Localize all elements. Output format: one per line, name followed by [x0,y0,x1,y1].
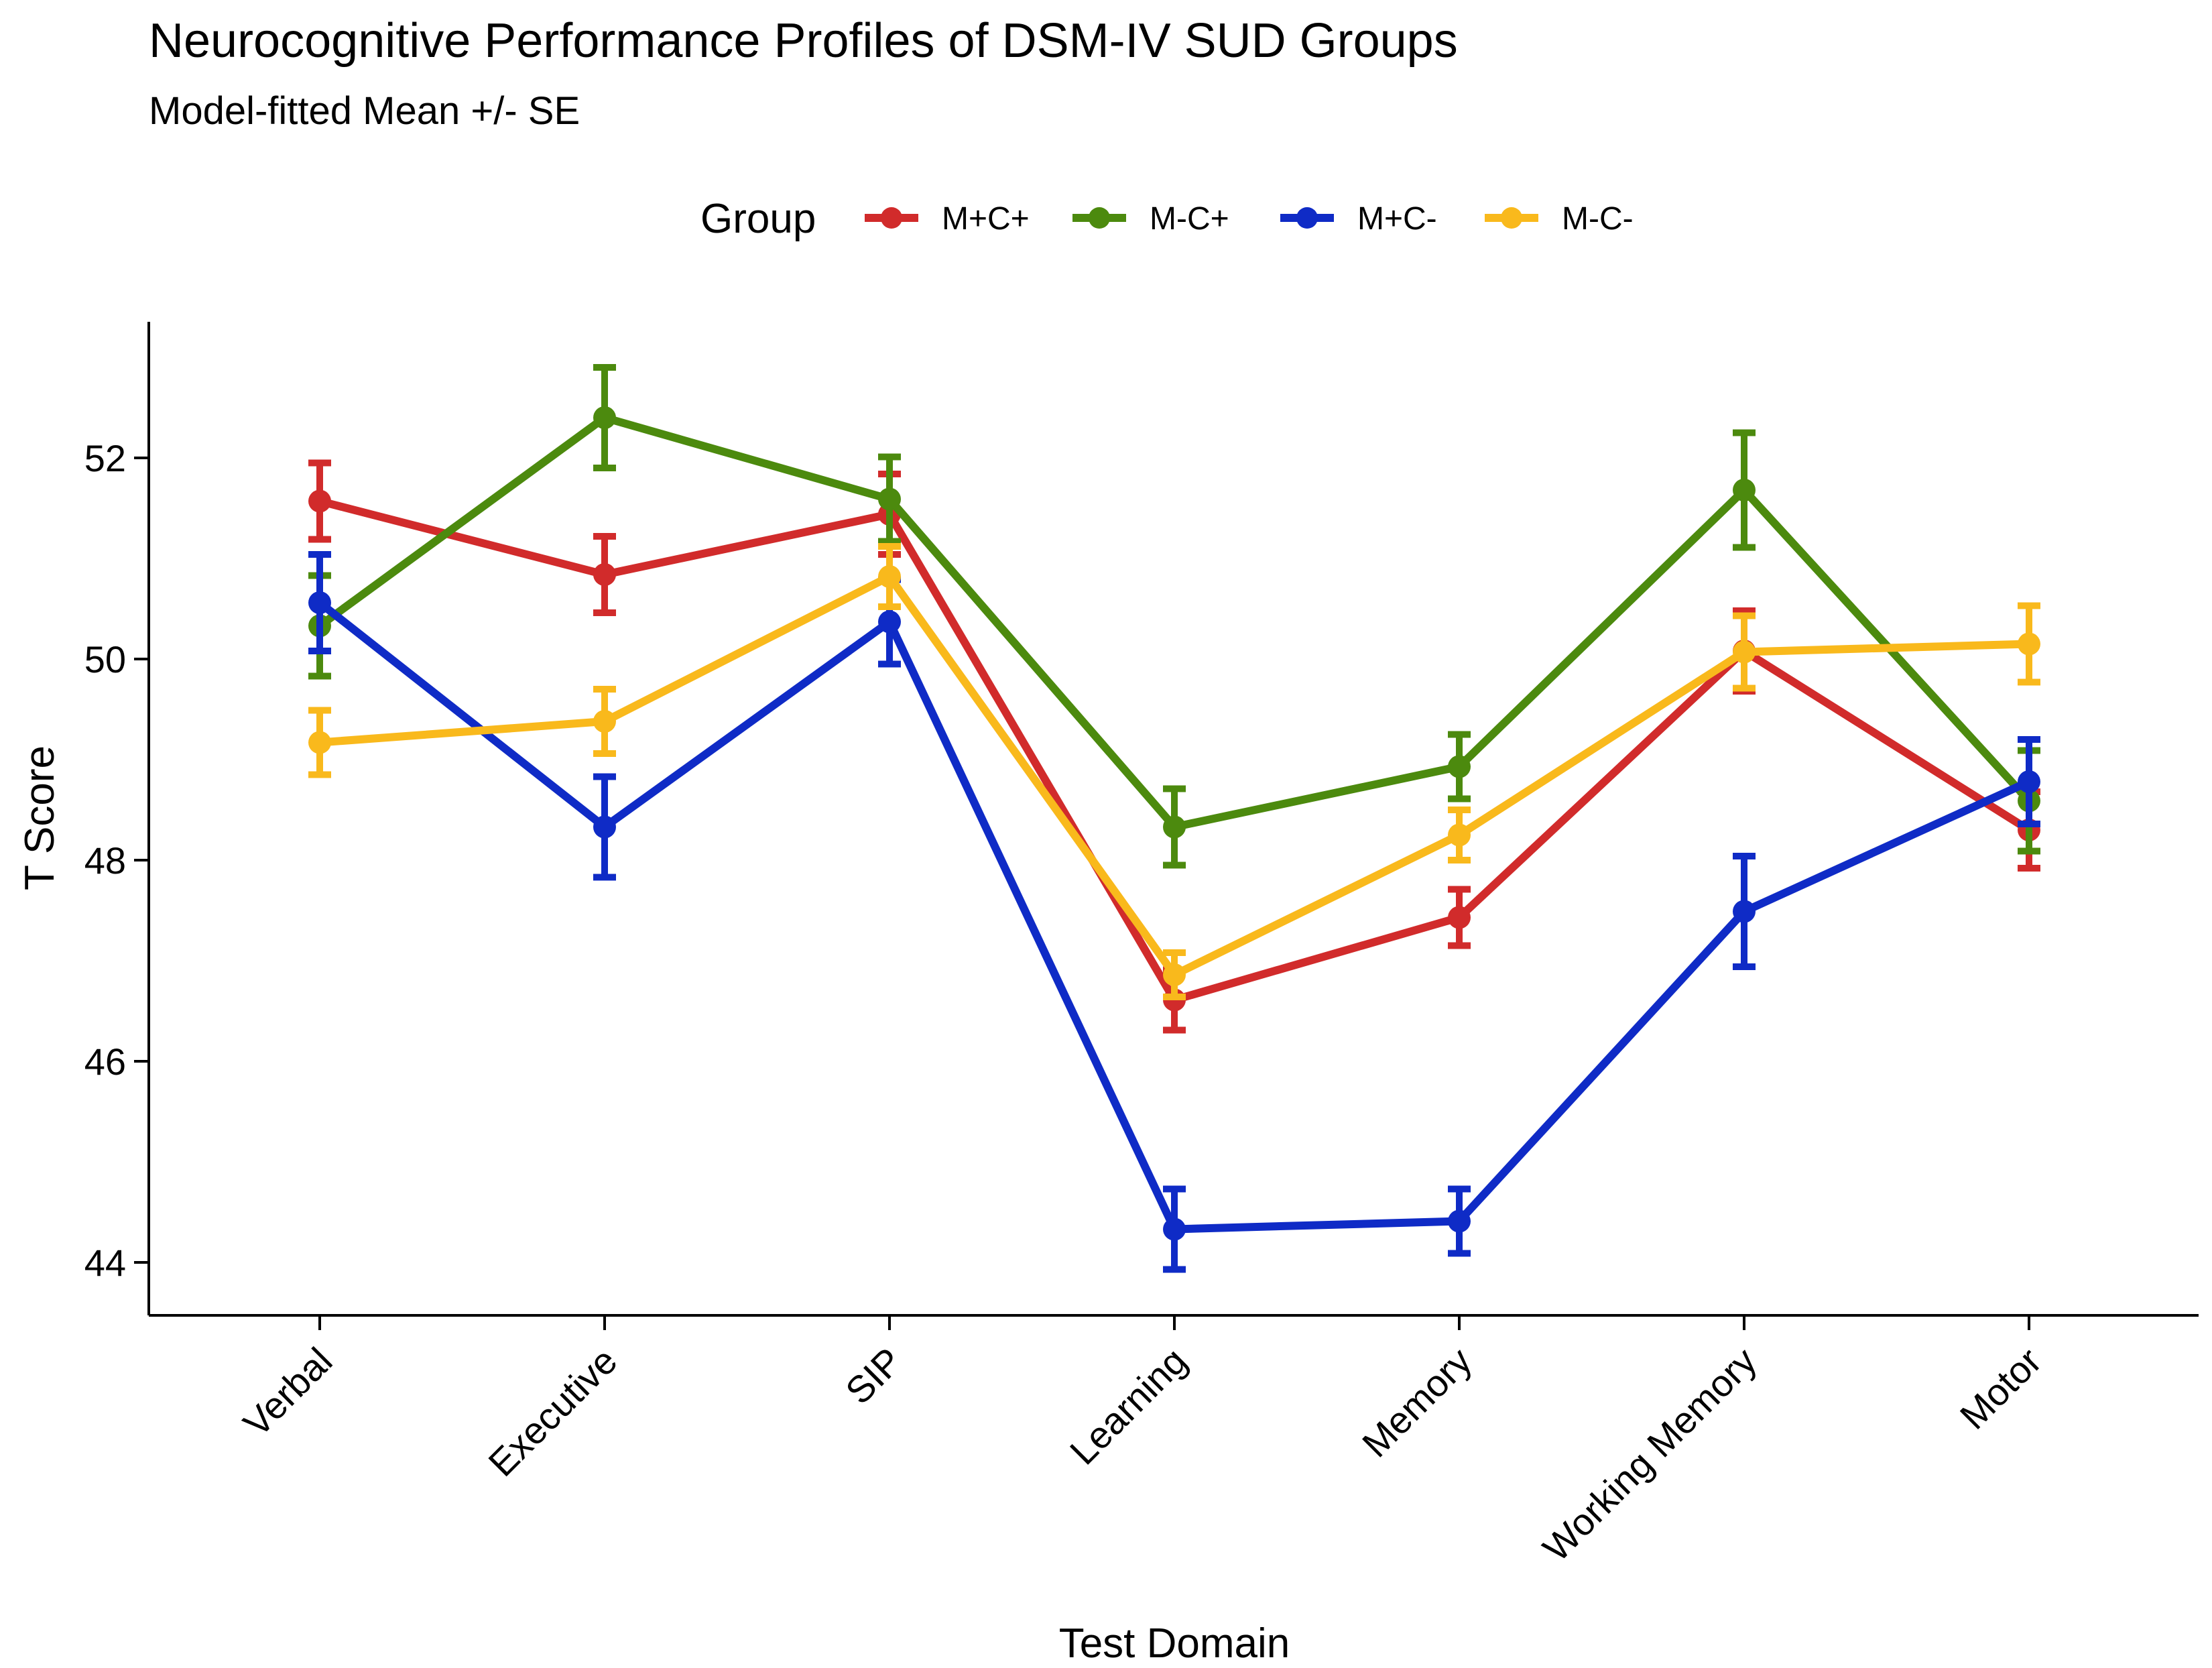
legend-swatch-point [1501,207,1522,229]
data-point [1163,1217,1186,1241]
x-ticks: Verbal Executive SIP Learning Memory Working … [235,1315,2050,1569]
legend-items: M+C+ M-C+ M+C- M-C- [865,201,1634,237]
x-tick-label: Learning [1062,1339,1195,1473]
chart-title: Neurocognitive Performance Profiles of D… [149,14,1458,68]
legend-swatch-point [1296,207,1318,229]
data-point [1448,823,1471,847]
data-point [593,815,616,839]
series-M+C+ [308,459,2040,1034]
series-line [316,573,2033,979]
series-M+C- [308,551,2040,1273]
legend-item: M-C- [1485,201,1634,237]
series-line [316,497,2033,1004]
x-tick-label: Working Memory [1534,1339,1764,1569]
legend-item: M+C+ [865,201,1030,237]
y-tick-label: 44 [84,1242,126,1284]
data-point [1733,900,1756,923]
y-ticks: 44 46 48 50 52 [84,437,149,1284]
data-point [2018,632,2040,656]
x-axis-title: Test Domain [1059,1620,1290,1667]
data-point [1163,963,1186,986]
data-point [878,610,901,634]
x-tick-label: SIP [837,1339,910,1412]
y-axis-title: T Score [17,746,63,890]
data-point [308,489,331,513]
legend-title: Group [700,196,816,242]
data-point [593,710,616,733]
legend-swatch-point [1089,207,1110,229]
data-point [878,565,901,588]
legend-item: M+C- [1280,201,1437,237]
y-tick-label: 46 [84,1040,126,1083]
x-tick-label: Executive [480,1339,625,1484]
data-point [1733,479,1756,501]
legend-label: M+C+ [942,201,1030,237]
data-point [1163,815,1186,839]
data-point [878,487,901,511]
legend-label: M+C- [1357,201,1437,237]
data-point [1448,1209,1471,1233]
data-point [1733,640,1756,664]
data-point [1448,906,1471,929]
series-M-C- [308,543,2040,1000]
plot-area: 44 46 48 50 52 Verbal Executive SIP Learning Mem… [84,322,2199,1569]
y-tick-label: 52 [84,437,126,479]
legend-swatch-point [881,207,902,229]
series-M-C+ [308,364,2040,869]
data-point [2018,770,2040,793]
legend-label: M-C- [1562,201,1634,237]
data-point [1448,755,1471,778]
series-group [308,364,2040,1273]
data-point [593,406,616,429]
x-tick-label: Verbal [235,1339,341,1445]
data-point [308,731,331,754]
y-tick-label: 50 [84,638,126,680]
x-tick-label: Memory [1354,1339,1480,1466]
legend: Group M+C+ M-C+ M+C- M-C- [700,196,1634,242]
chart-subtitle: Model-fitted Mean +/- SE [149,89,580,133]
legend-item: M-C+ [1072,201,1229,237]
legend-label: M-C+ [1150,201,1229,237]
series-line [316,414,2033,831]
y-tick-label: 48 [84,839,126,882]
series-line [316,599,2033,1234]
x-tick-label: Motor [1952,1339,2050,1437]
data-point [593,563,616,586]
data-point [308,591,331,614]
